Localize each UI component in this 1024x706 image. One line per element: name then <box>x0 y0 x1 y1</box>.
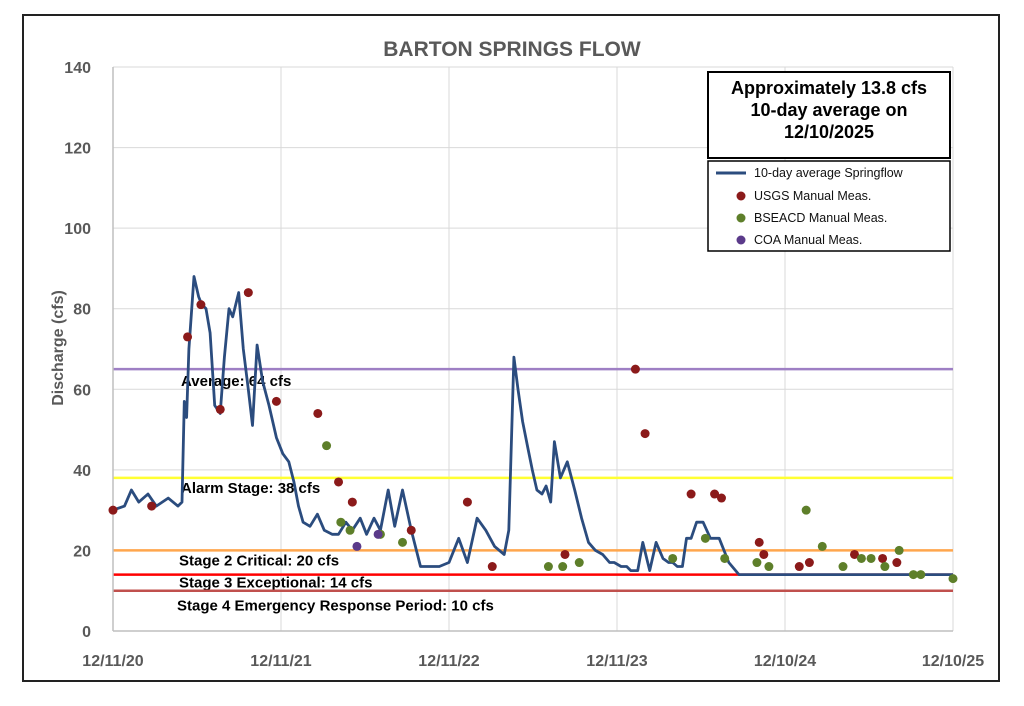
legend-swatch-coa <box>736 235 746 245</box>
data-point-usgs <box>630 364 640 374</box>
x-tick-label: 12/10/24 <box>754 653 816 670</box>
data-point-coa <box>373 529 383 539</box>
annotation-box: Approximately 13.8 cfs 10-day average on… <box>707 71 951 159</box>
data-point-bseacd <box>668 553 678 563</box>
data-point-usgs <box>892 558 902 568</box>
series-line-springflow <box>112 275 953 576</box>
reference-lines: Average: 64 cfs Alarm Stage: 38 cfs Stage … <box>113 367 953 615</box>
data-point-usgs <box>754 537 764 547</box>
data-point-bseacd <box>801 505 811 515</box>
y-axis-label: Discharge (cfs) <box>50 290 67 406</box>
data-point-bseacd <box>720 553 730 563</box>
reference-line-label: Stage 3 Exceptional: 14 cfs <box>179 575 372 592</box>
x-tick-label: 12/11/22 <box>418 653 480 670</box>
data-point-usgs <box>850 549 860 559</box>
data-point-usgs <box>108 505 118 515</box>
y-tick-label: 120 <box>64 141 91 158</box>
data-point-usgs <box>406 525 416 535</box>
y-tick-label: 20 <box>73 543 91 560</box>
data-point-usgs <box>347 497 357 507</box>
legend-swatch-usgs <box>736 191 746 201</box>
y-tick-label: 140 <box>64 60 91 77</box>
data-point-usgs <box>759 549 769 559</box>
data-point-bseacd <box>908 570 918 580</box>
data-point-bseacd <box>916 570 926 580</box>
data-point-usgs <box>716 493 726 503</box>
data-point-bseacd <box>948 574 958 584</box>
y-tick-label: 40 <box>73 463 91 480</box>
reference-line-label: Alarm Stage: 38 cfs <box>181 480 320 497</box>
legend-swatch-bseacd <box>736 213 746 223</box>
data-point-usgs <box>215 404 225 414</box>
y-tick-label: 100 <box>64 221 91 238</box>
y-tick-label: 60 <box>73 382 91 399</box>
legend: 10-day average Springflow USGS Manual Me… <box>707 160 951 252</box>
data-point-bseacd <box>543 562 553 572</box>
data-point-bseacd <box>574 558 584 568</box>
data-point-usgs <box>147 501 157 511</box>
data-point-usgs <box>710 489 720 499</box>
data-point-usgs <box>462 497 472 507</box>
data-point-usgs <box>334 477 344 487</box>
data-point-usgs <box>640 429 650 439</box>
x-tick-label: 12/11/20 <box>82 653 144 670</box>
annotation-line-2: 10-day average on <box>750 100 907 120</box>
data-point-bseacd <box>817 541 827 551</box>
data-point-usgs <box>794 562 804 572</box>
data-point-usgs <box>183 332 193 342</box>
data-point-usgs <box>487 562 497 572</box>
data-point-bseacd <box>764 562 774 572</box>
legend-label-usgs: USGS Manual Meas. <box>754 189 871 203</box>
data-point-bseacd <box>322 441 332 451</box>
data-point-bseacd <box>336 517 346 527</box>
data-point-bseacd <box>894 545 904 555</box>
annotation-line-3: 12/10/2025 <box>784 122 874 142</box>
annotation-border <box>707 71 951 159</box>
x-tick-label: 12/10/25 <box>922 653 984 670</box>
data-point-usgs <box>878 553 888 563</box>
reference-line-label: Stage 2 Critical: 20 cfs <box>179 552 339 569</box>
data-point-bseacd <box>838 562 848 572</box>
data-point-usgs <box>560 549 570 559</box>
data-point-usgs <box>804 558 814 568</box>
data-point-usgs <box>313 408 323 418</box>
legend-label-coa: COA Manual Meas. <box>754 233 862 247</box>
annotation-line-1: Approximately 13.8 cfs <box>731 78 927 98</box>
data-point-bseacd <box>752 558 762 568</box>
legend-border <box>707 160 951 252</box>
data-point-bseacd <box>880 562 890 572</box>
data-point-bseacd <box>398 537 408 547</box>
data-point-bseacd <box>856 553 866 563</box>
data-point-bseacd <box>866 553 876 563</box>
data-point-bseacd <box>558 562 568 572</box>
data-point-coa <box>352 541 362 551</box>
reference-line-label: Stage 4 Emergency Response Period: 10 cf… <box>177 598 494 615</box>
y-tick-label: 80 <box>73 302 91 319</box>
axes: 0 20 40 60 80 100 120 140 12/11/20 12/11/21 12/11/… <box>64 60 984 670</box>
chart-title: BARTON SPRINGS FLOW <box>383 38 641 61</box>
reference-line-label: Average: 64 cfs <box>181 373 291 390</box>
data-point-usgs <box>196 300 206 310</box>
y-tick-label: 0 <box>82 624 91 641</box>
data-point-bseacd <box>345 525 355 535</box>
x-tick-label: 12/11/23 <box>586 653 648 670</box>
data-point-usgs <box>271 396 281 406</box>
data-point-usgs <box>686 489 696 499</box>
data-point-usgs <box>243 288 253 298</box>
plot-area <box>108 275 958 584</box>
chart-frame <box>22 14 1000 682</box>
x-tick-label: 12/11/21 <box>250 653 312 670</box>
data-point-bseacd <box>700 533 710 543</box>
legend-label-springflow: 10-day average Springflow <box>754 166 904 180</box>
legend-label-bseacd: BSEACD Manual Meas. <box>754 211 887 225</box>
